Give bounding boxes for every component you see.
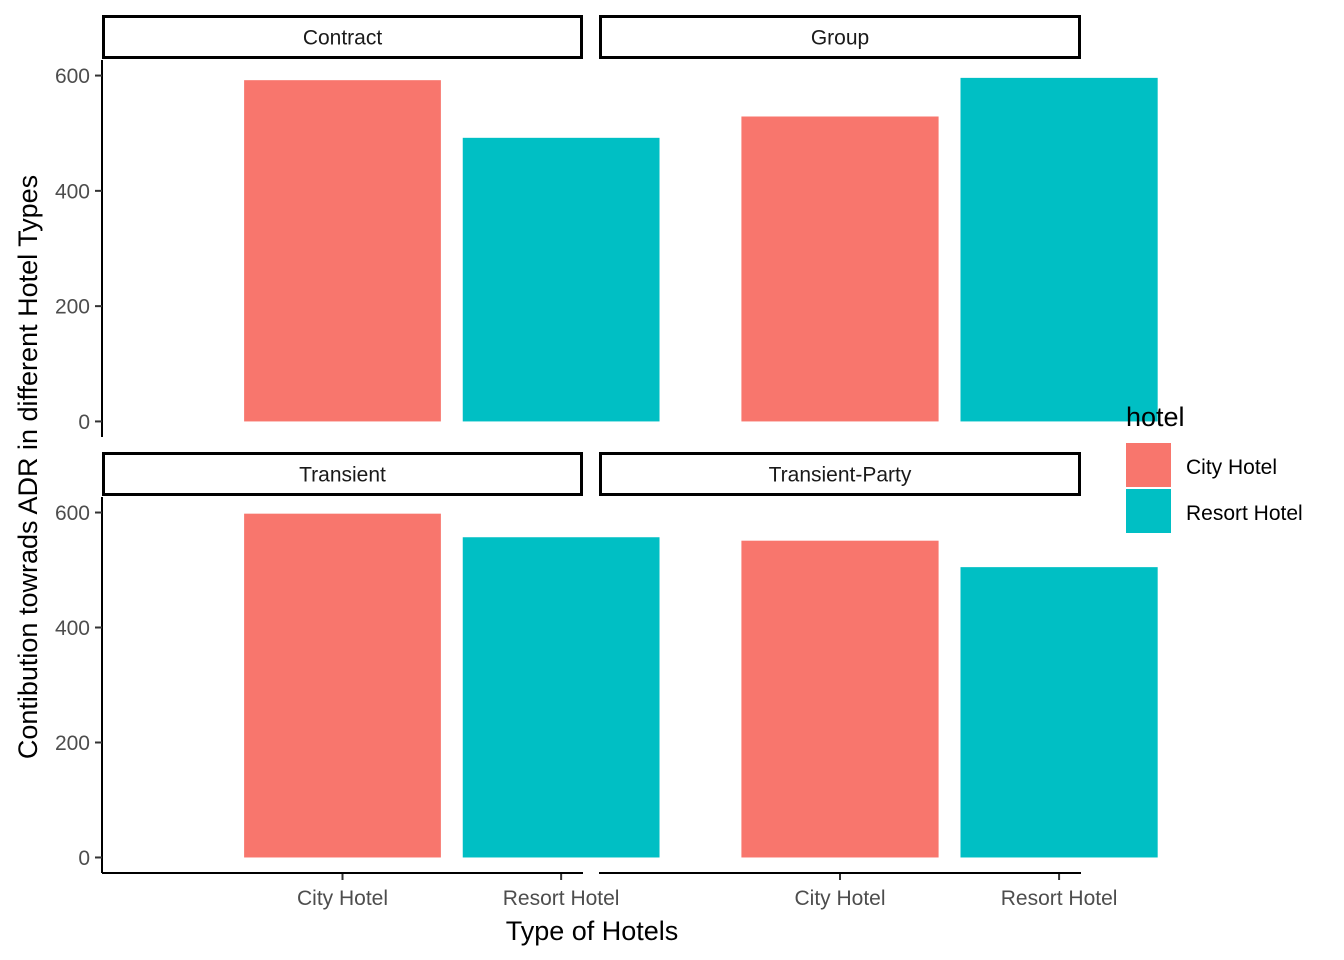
bar-contract-resort-hotel <box>462 137 660 422</box>
x-tick-label-transient-party-city-hotel: City Hotel <box>794 887 885 910</box>
y-tick-label-contract-600: 600 <box>55 65 90 88</box>
y-tick-label-transient-600: 600 <box>55 502 90 525</box>
x-axis-title: Type of Hotels <box>506 916 679 946</box>
y-tick-label-contract-400: 400 <box>55 180 90 203</box>
bar-transient-resort-hotel <box>462 537 660 858</box>
legend-key-city-hotel <box>1126 443 1171 487</box>
legend: hotel City Hotel Resort Hotel <box>1126 402 1303 533</box>
y-tick-label-transient-400: 400 <box>55 617 90 640</box>
bar-transient-party-city-hotel <box>741 540 939 858</box>
x-tick-label-transient-party-resort-hotel: Resort Hotel <box>1001 887 1118 910</box>
legend-label-resort-hotel: Resort Hotel <box>1186 502 1303 525</box>
facet-strip-label-contract: Contract <box>303 27 383 50</box>
legend-item-resort-hotel: Resort Hotel <box>1126 489 1303 533</box>
bar-contract-city-hotel <box>244 80 441 422</box>
y-tick-label-transient-0: 0 <box>78 847 90 870</box>
facet-strip-transient-party <box>599 452 1081 496</box>
bar-group-city-hotel <box>741 116 939 422</box>
facet-strip-label-group: Group <box>811 27 869 50</box>
legend-key-resort-hotel <box>1126 489 1171 533</box>
facet-strip-contract <box>102 15 583 59</box>
y-tick-label-contract-0: 0 <box>78 411 90 434</box>
y-tick-label-transient-200: 200 <box>55 732 90 755</box>
facet-strip-label-transient: Transient <box>299 464 386 487</box>
facet-strip-transient <box>102 452 583 496</box>
y-tick-label-contract-200: 200 <box>55 296 90 319</box>
bar-transient-party-resort-hotel <box>960 567 1158 858</box>
legend-item-city-hotel: City Hotel <box>1126 443 1277 487</box>
y-axis-title: Contibution towrads ADR in different Hot… <box>13 175 43 759</box>
legend-label-city-hotel: City Hotel <box>1186 456 1277 479</box>
bar-group-resort-hotel <box>960 77 1158 422</box>
facet-strip-label-transient-party: Transient-Party <box>769 464 912 487</box>
facet-strip-group <box>599 15 1081 59</box>
facet-panels: Contract 0 200 400 600 Group Transient City Hot… <box>55 15 1158 910</box>
x-tick-label-transient-resort-hotel: Resort Hotel <box>503 887 620 910</box>
x-tick-label-transient-city-hotel: City Hotel <box>297 887 388 910</box>
bar-transient-city-hotel <box>244 513 441 858</box>
legend-title: hotel <box>1126 402 1185 432</box>
